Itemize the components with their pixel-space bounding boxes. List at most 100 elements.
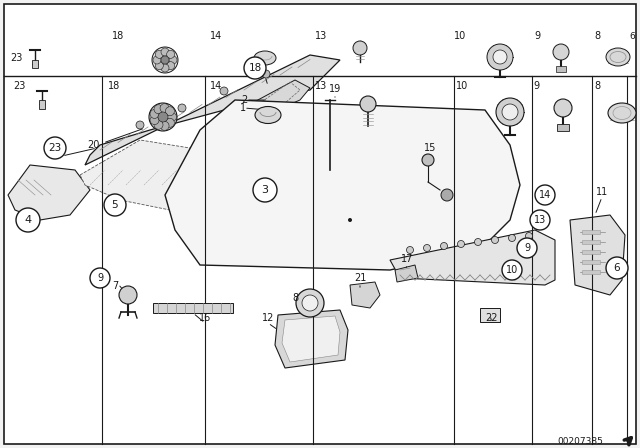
Circle shape	[525, 233, 532, 240]
Text: 15: 15	[424, 143, 436, 153]
Bar	[582, 260, 600, 264]
Bar	[582, 250, 600, 254]
Circle shape	[161, 64, 169, 72]
Circle shape	[150, 116, 159, 125]
Circle shape	[165, 107, 174, 116]
Circle shape	[474, 238, 481, 246]
Text: 6: 6	[614, 263, 620, 273]
Text: 18: 18	[248, 63, 262, 73]
Polygon shape	[275, 310, 348, 368]
Text: 14: 14	[210, 31, 222, 41]
Circle shape	[153, 56, 161, 64]
Polygon shape	[80, 140, 210, 210]
Text: 3: 3	[262, 185, 269, 195]
Polygon shape	[85, 55, 340, 165]
Circle shape	[348, 218, 352, 222]
Polygon shape	[282, 316, 340, 362]
Text: 23: 23	[10, 53, 22, 63]
Circle shape	[119, 286, 137, 304]
Text: 10: 10	[506, 265, 518, 275]
Bar	[39, 100, 45, 109]
Circle shape	[165, 118, 174, 127]
Circle shape	[517, 238, 537, 258]
Circle shape	[104, 194, 126, 216]
Circle shape	[493, 50, 507, 64]
Bar	[582, 270, 600, 274]
Ellipse shape	[254, 51, 276, 65]
Circle shape	[302, 295, 318, 311]
Circle shape	[253, 178, 277, 202]
Circle shape	[150, 109, 159, 118]
Circle shape	[161, 48, 169, 56]
Text: 20: 20	[87, 140, 99, 150]
Circle shape	[149, 103, 177, 131]
Circle shape	[220, 87, 228, 95]
Text: 11: 11	[596, 187, 608, 197]
Bar	[153, 303, 233, 313]
Circle shape	[156, 50, 163, 58]
Circle shape	[530, 210, 550, 230]
Text: 8: 8	[594, 31, 600, 41]
Text: 9: 9	[524, 243, 530, 253]
Text: 4: 4	[24, 215, 31, 225]
Text: 17: 17	[401, 254, 413, 264]
Ellipse shape	[606, 48, 630, 66]
Circle shape	[502, 104, 518, 120]
Circle shape	[166, 50, 175, 58]
Circle shape	[606, 257, 628, 279]
Circle shape	[16, 208, 40, 232]
Polygon shape	[8, 165, 90, 220]
Circle shape	[44, 137, 66, 159]
Circle shape	[160, 121, 169, 130]
Circle shape	[496, 98, 524, 126]
Circle shape	[353, 41, 367, 55]
Circle shape	[90, 268, 110, 288]
Polygon shape	[570, 215, 625, 295]
Text: 9: 9	[533, 81, 539, 91]
Text: 18: 18	[112, 31, 124, 41]
Text: 19: 19	[329, 84, 341, 94]
Circle shape	[554, 99, 572, 117]
Circle shape	[406, 246, 413, 254]
Text: 12: 12	[262, 313, 274, 323]
Ellipse shape	[255, 107, 281, 124]
Circle shape	[422, 154, 434, 166]
Bar	[582, 230, 600, 234]
Text: 13: 13	[315, 31, 327, 41]
Text: 23: 23	[13, 81, 26, 91]
Text: 13: 13	[534, 215, 546, 225]
Circle shape	[168, 112, 177, 121]
Polygon shape	[165, 100, 520, 270]
Text: 14: 14	[539, 190, 551, 200]
Circle shape	[158, 112, 168, 122]
Bar	[556, 66, 566, 72]
Circle shape	[553, 44, 569, 60]
Text: 9: 9	[534, 31, 540, 41]
Text: 18: 18	[108, 81, 120, 91]
Text: 13: 13	[315, 81, 327, 91]
Circle shape	[154, 121, 163, 129]
Circle shape	[440, 242, 447, 250]
Circle shape	[441, 189, 453, 201]
Circle shape	[156, 62, 163, 69]
Bar	[32, 60, 38, 68]
Circle shape	[161, 56, 169, 64]
Circle shape	[152, 47, 178, 73]
Text: 9: 9	[97, 273, 103, 283]
Polygon shape	[395, 265, 418, 282]
Circle shape	[296, 289, 324, 317]
Circle shape	[487, 44, 513, 70]
Circle shape	[492, 237, 499, 244]
Text: 1: 1	[240, 103, 246, 113]
Text: 8: 8	[594, 81, 600, 91]
Circle shape	[502, 260, 522, 280]
Circle shape	[166, 62, 175, 69]
Polygon shape	[350, 282, 380, 308]
Text: 23: 23	[49, 143, 61, 153]
Ellipse shape	[608, 103, 636, 123]
Text: 16: 16	[199, 313, 211, 323]
Text: 10: 10	[456, 81, 468, 91]
Text: 8: 8	[292, 293, 298, 303]
Polygon shape	[390, 230, 555, 285]
Text: 5: 5	[112, 200, 118, 210]
